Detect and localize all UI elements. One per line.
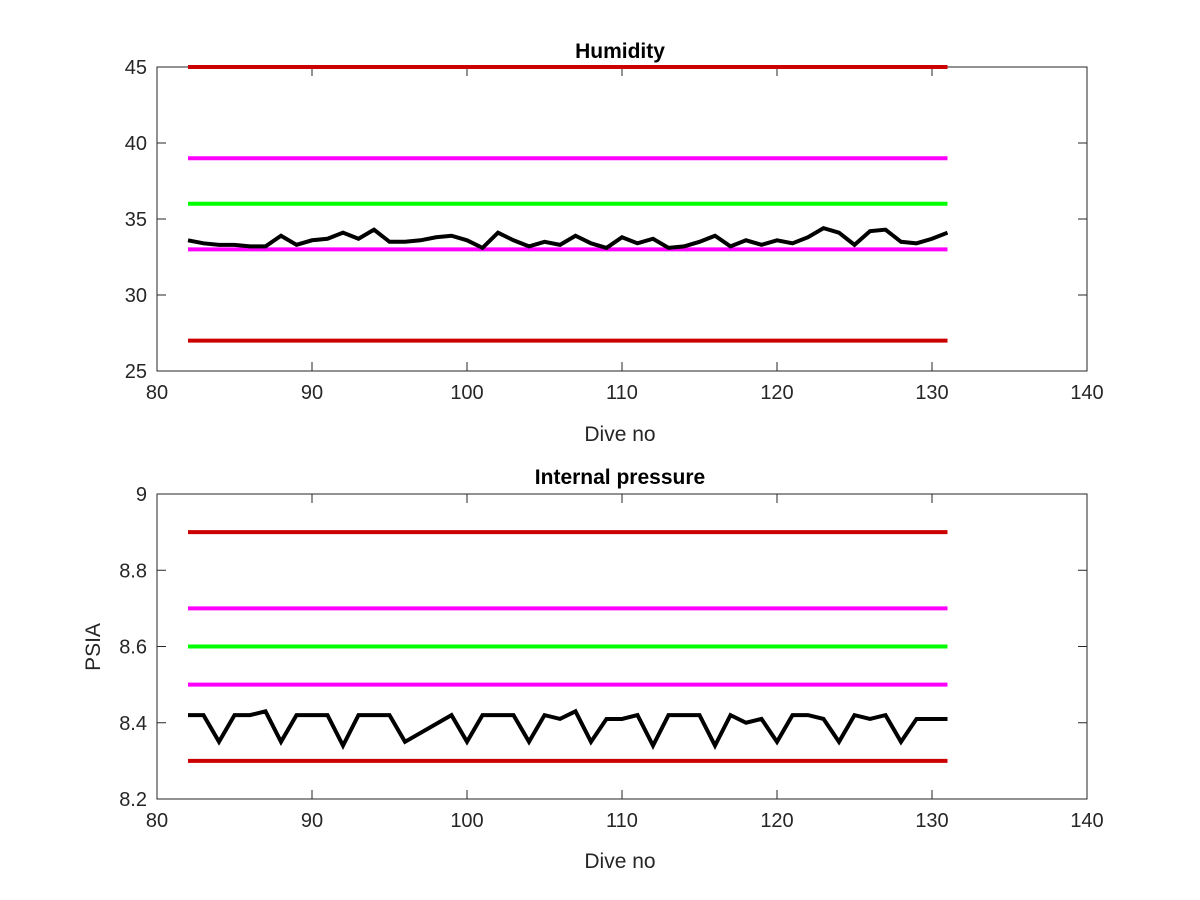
humidity-series-line [187, 225, 949, 251]
humidity-x-tick-label: 130 [915, 382, 948, 404]
internal-pressure-y-tick-label: 8.8 [119, 560, 147, 582]
humidity-y-tick-label: 40 [125, 133, 147, 155]
internal-pressure-y-tick-label: 8.4 [119, 713, 147, 735]
internal-pressure-series-line [188, 708, 948, 751]
humidity-x-tick-label: 120 [760, 382, 793, 404]
internal-pressure-y-tick-label: 8.2 [119, 789, 147, 811]
humidity-x-axis-label: Dive no [584, 423, 655, 446]
humidity-plot-frame [156, 66, 1088, 372]
internal-pressure-x-tick-label: 130 [915, 810, 948, 832]
internal-pressure-y-axis-label: PSIA [82, 623, 105, 671]
internal-pressure-x-tick-label: 80 [146, 810, 168, 832]
humidity-x-tick-label: 80 [146, 382, 168, 404]
humidity-y-tick-label: 30 [125, 285, 147, 307]
internal-pressure-x-tick-label: 110 [606, 810, 638, 832]
humidity-y-tick-label: 45 [125, 57, 147, 79]
internal-pressure-x-tick-label: 100 [450, 810, 483, 832]
internal-pressure-chart-title: Internal pressure [535, 466, 705, 489]
humidity-x-tick-label: 90 [301, 382, 323, 404]
humidity-chart: 80 90 100 110 120 130 140 25 30 35 40 45 Humidity Div… [125, 40, 1104, 446]
humidity-x-tick-label: 140 [1070, 382, 1103, 404]
internal-pressure-x-tick-label: 90 [301, 810, 323, 832]
internal-pressure-x-tick-label: 140 [1070, 810, 1103, 832]
humidity-y-tick-label: 25 [125, 361, 147, 383]
humidity-x-tick-label: 100 [450, 382, 483, 404]
humidity-y-tick-label: 35 [125, 209, 147, 231]
humidity-x-tick-label: 110 [606, 382, 638, 404]
humidity-chart-title: Humidity [575, 40, 665, 63]
internal-pressure-chart: 80 90 100 110 120 130 140 8.2 8.4 8.6 8.8 9 Internal… [82, 466, 1104, 873]
internal-pressure-y-tick-label: 8.6 [119, 637, 147, 659]
internal-pressure-x-axis-label: Dive no [584, 850, 655, 873]
internal-pressure-x-tick-label: 120 [760, 810, 793, 832]
internal-pressure-y-tick-label: 9 [136, 484, 147, 506]
